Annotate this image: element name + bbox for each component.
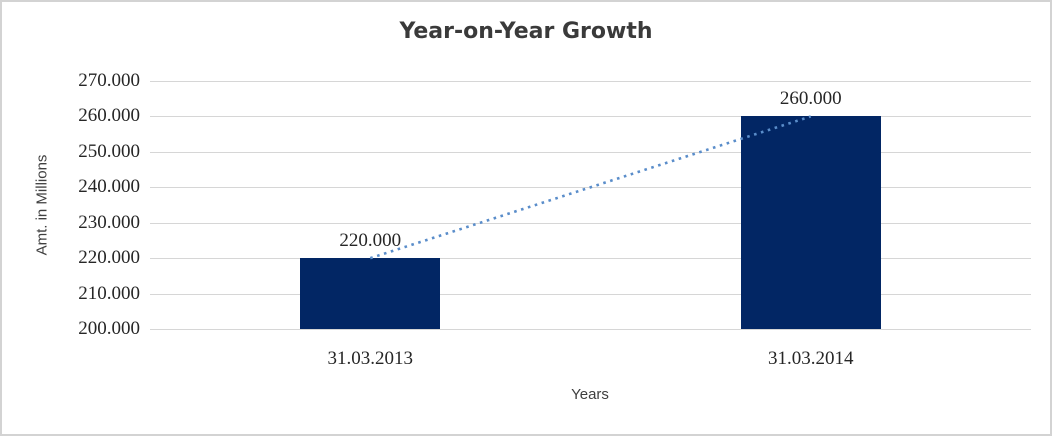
chart-title: Year-on-Year Growth [399,19,653,44]
gridline [150,187,1031,189]
bar-2013 [300,258,441,329]
value-label-2013: 220.000 [339,230,402,252]
gridline [150,81,1031,82]
value-label-2014: 260.000 [779,88,842,110]
bar-2014 [740,116,881,329]
gridline [150,222,1031,224]
gridline [150,293,1031,295]
x-axis-line [150,329,1031,330]
y-tick-label: 220.000 [78,247,140,269]
gridline [150,116,1031,118]
x-axis-title: Years [571,386,609,403]
x-tick-label-2014: 31.03.2014 [768,348,854,369]
y-axis-title: Amt. in Millions [33,154,51,256]
plot-area [150,81,1031,330]
x-tick-label-2013: 31.03.2013 [327,348,414,369]
y-tick-label: 270.000 [78,70,140,91]
y-tick-label: 260.000 [78,105,140,127]
y-tick-label: 200.000 [78,318,140,339]
gridline [150,151,1031,153]
gridline [150,258,1031,260]
y-tick-label: 250.000 [78,140,140,162]
y-tick-label: 240.000 [78,176,140,198]
y-tick-label: 230.000 [78,211,140,233]
y-tick-label: 210.000 [78,282,140,304]
